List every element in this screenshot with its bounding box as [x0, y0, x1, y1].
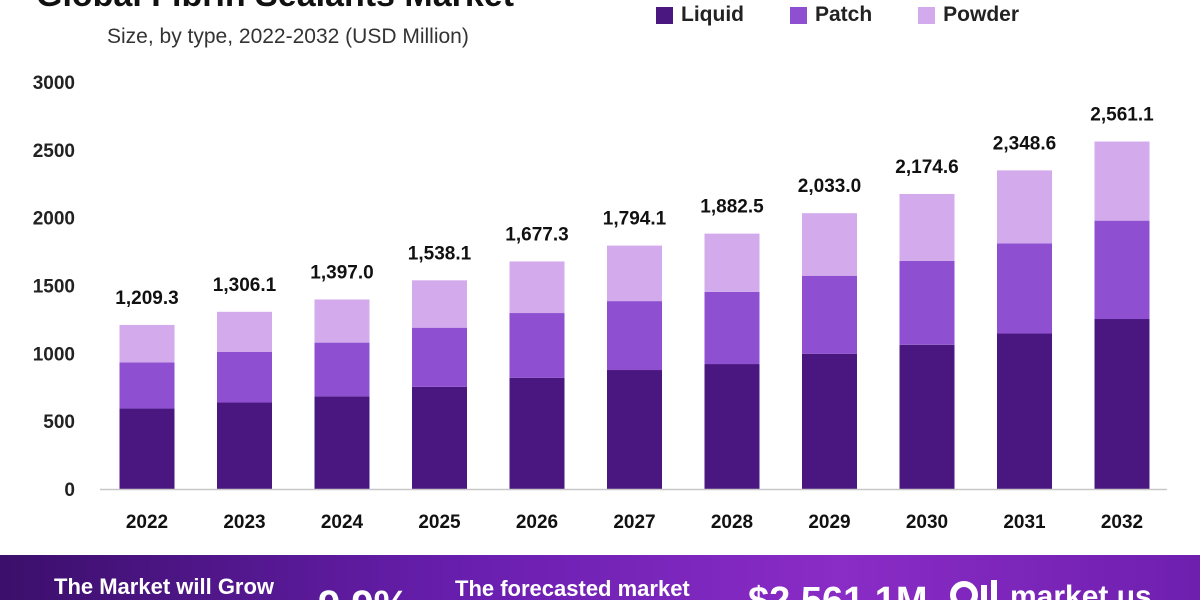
total-label-2028: 1,882.5 — [700, 197, 764, 218]
bar-powder-2032 — [1094, 141, 1150, 221]
banner-cagr-value: 9.9% — [318, 583, 409, 600]
bar-patch-2025 — [412, 327, 467, 387]
y-tick-label: 1500 — [33, 277, 75, 298]
banner-grow-text: The Market will Grow — [54, 574, 275, 599]
banner-market-value: $2,561.1M — [748, 580, 928, 600]
bar-patch-2024 — [314, 342, 370, 397]
bar-liquid-2024 — [314, 396, 370, 489]
y-axis-tick-labels: 0 500 1000 1500 2000 2500 3000 — [33, 73, 75, 501]
legend: Liquid Patch Powder — [656, 0, 1065, 30]
x-tick-label-2031: 2031 — [1003, 512, 1046, 533]
legend-item-patch: Patch — [789, 3, 873, 27]
bar-powder-2024 — [314, 299, 370, 343]
x-tick-label-2026: 2026 — [516, 512, 558, 533]
legend-label-liquid: Liquid — [681, 3, 744, 26]
x-tick-label-2030: 2030 — [906, 512, 948, 533]
bar-powder-2031 — [997, 170, 1052, 244]
bar-patch-2027 — [607, 301, 662, 371]
bar-patch-2031 — [997, 243, 1052, 334]
bar-liquid-2030 — [899, 344, 955, 489]
total-label-2032: 2,561.1 — [1090, 105, 1154, 126]
bar-patch-2022 — [119, 362, 175, 409]
total-label-2024: 1,397.0 — [310, 262, 373, 283]
bar-patch-2030 — [899, 260, 955, 345]
total-label-2029: 2,033.0 — [798, 176, 861, 197]
bar-patch-2026 — [509, 313, 565, 378]
y-tick-label: 2500 — [33, 141, 75, 162]
x-axis-tick-labels: 2022 2023 2024 2025 2026 2027 2028 2029 2030 2031… — [126, 512, 1143, 533]
chart-title: Global Fibrin Sealants Market — [36, 0, 514, 15]
footer-banner: The Market will Grow 9.9% The forecasted… — [0, 555, 1200, 600]
x-tick-label-2029: 2029 — [808, 512, 850, 533]
y-tick-label: 500 — [43, 412, 75, 433]
bar-powder-2026 — [509, 261, 565, 314]
market-us-logo-text: market.us — [1010, 580, 1152, 600]
bar-patch-2032 — [1094, 220, 1150, 320]
legend-swatch-patch — [789, 6, 807, 24]
total-label-2026: 1,677.3 — [505, 224, 568, 245]
legend-label-patch: Patch — [814, 3, 873, 26]
bar-patch-2028 — [704, 291, 760, 365]
bar-powder-2022 — [119, 324, 175, 363]
bar-powder-2023 — [217, 311, 272, 352]
y-tick-label: 1000 — [33, 344, 75, 365]
bar-liquid-2031 — [997, 333, 1052, 489]
bar-liquid-2028 — [704, 364, 760, 489]
bar-powder-2028 — [704, 233, 760, 292]
legend-swatch-powder — [918, 6, 936, 24]
bar-liquid-2032 — [1094, 319, 1150, 489]
bar-powder-2029 — [802, 213, 857, 276]
bar-patch-2023 — [217, 351, 272, 403]
x-tick-label-2023: 2023 — [223, 512, 265, 533]
bar-stacks — [119, 141, 1150, 489]
y-tick-label: 3000 — [33, 73, 75, 94]
x-tick-label-2024: 2024 — [321, 512, 364, 533]
bar-liquid-2027 — [607, 370, 662, 489]
market-us-logo[interactable]: market.us — [950, 577, 1152, 600]
market-us-logo-icon — [950, 580, 997, 600]
total-label-2030: 2,174.6 — [895, 157, 958, 178]
bar-liquid-2022 — [119, 408, 175, 489]
bar-liquid-2026 — [509, 377, 565, 489]
x-tick-label-2028: 2028 — [711, 512, 753, 533]
total-label-2031: 2,348.6 — [993, 133, 1056, 154]
banner-forecast-text: The forecasted market — [455, 576, 690, 600]
bar-powder-2030 — [899, 193, 955, 261]
legend-label-powder: Powder — [943, 3, 1020, 26]
y-tick-label: 2000 — [33, 209, 75, 230]
y-tick-label: 0 — [64, 480, 75, 501]
x-tick-label-2022: 2022 — [126, 512, 168, 533]
bar-liquid-2029 — [802, 353, 857, 489]
legend-item-liquid: Liquid — [656, 3, 744, 27]
bar-liquid-2025 — [412, 386, 467, 489]
legend-item-powder: Powder — [918, 3, 1019, 27]
bar-powder-2027 — [607, 245, 662, 302]
total-data-labels: 1,209.3 1,306.1 1,397.0 1,538.1 1,677.3 1,794… — [115, 105, 1154, 309]
total-label-2027: 1,794.1 — [603, 209, 667, 230]
legend-swatch-liquid — [656, 6, 673, 24]
x-tick-label-2032: 2032 — [1101, 512, 1143, 533]
total-label-2022: 1,209.3 — [115, 288, 178, 309]
bar-patch-2029 — [802, 275, 857, 354]
x-tick-label-2025: 2025 — [418, 512, 461, 533]
chart-subtitle: Size, by type, 2022-2032 (USD Million) — [107, 25, 469, 48]
x-tick-label-2027: 2027 — [613, 512, 655, 533]
total-label-2025: 1,538.1 — [408, 243, 472, 264]
bar-powder-2025 — [412, 280, 467, 328]
total-label-2023: 1,306.1 — [213, 275, 277, 296]
bar-liquid-2023 — [217, 402, 272, 489]
